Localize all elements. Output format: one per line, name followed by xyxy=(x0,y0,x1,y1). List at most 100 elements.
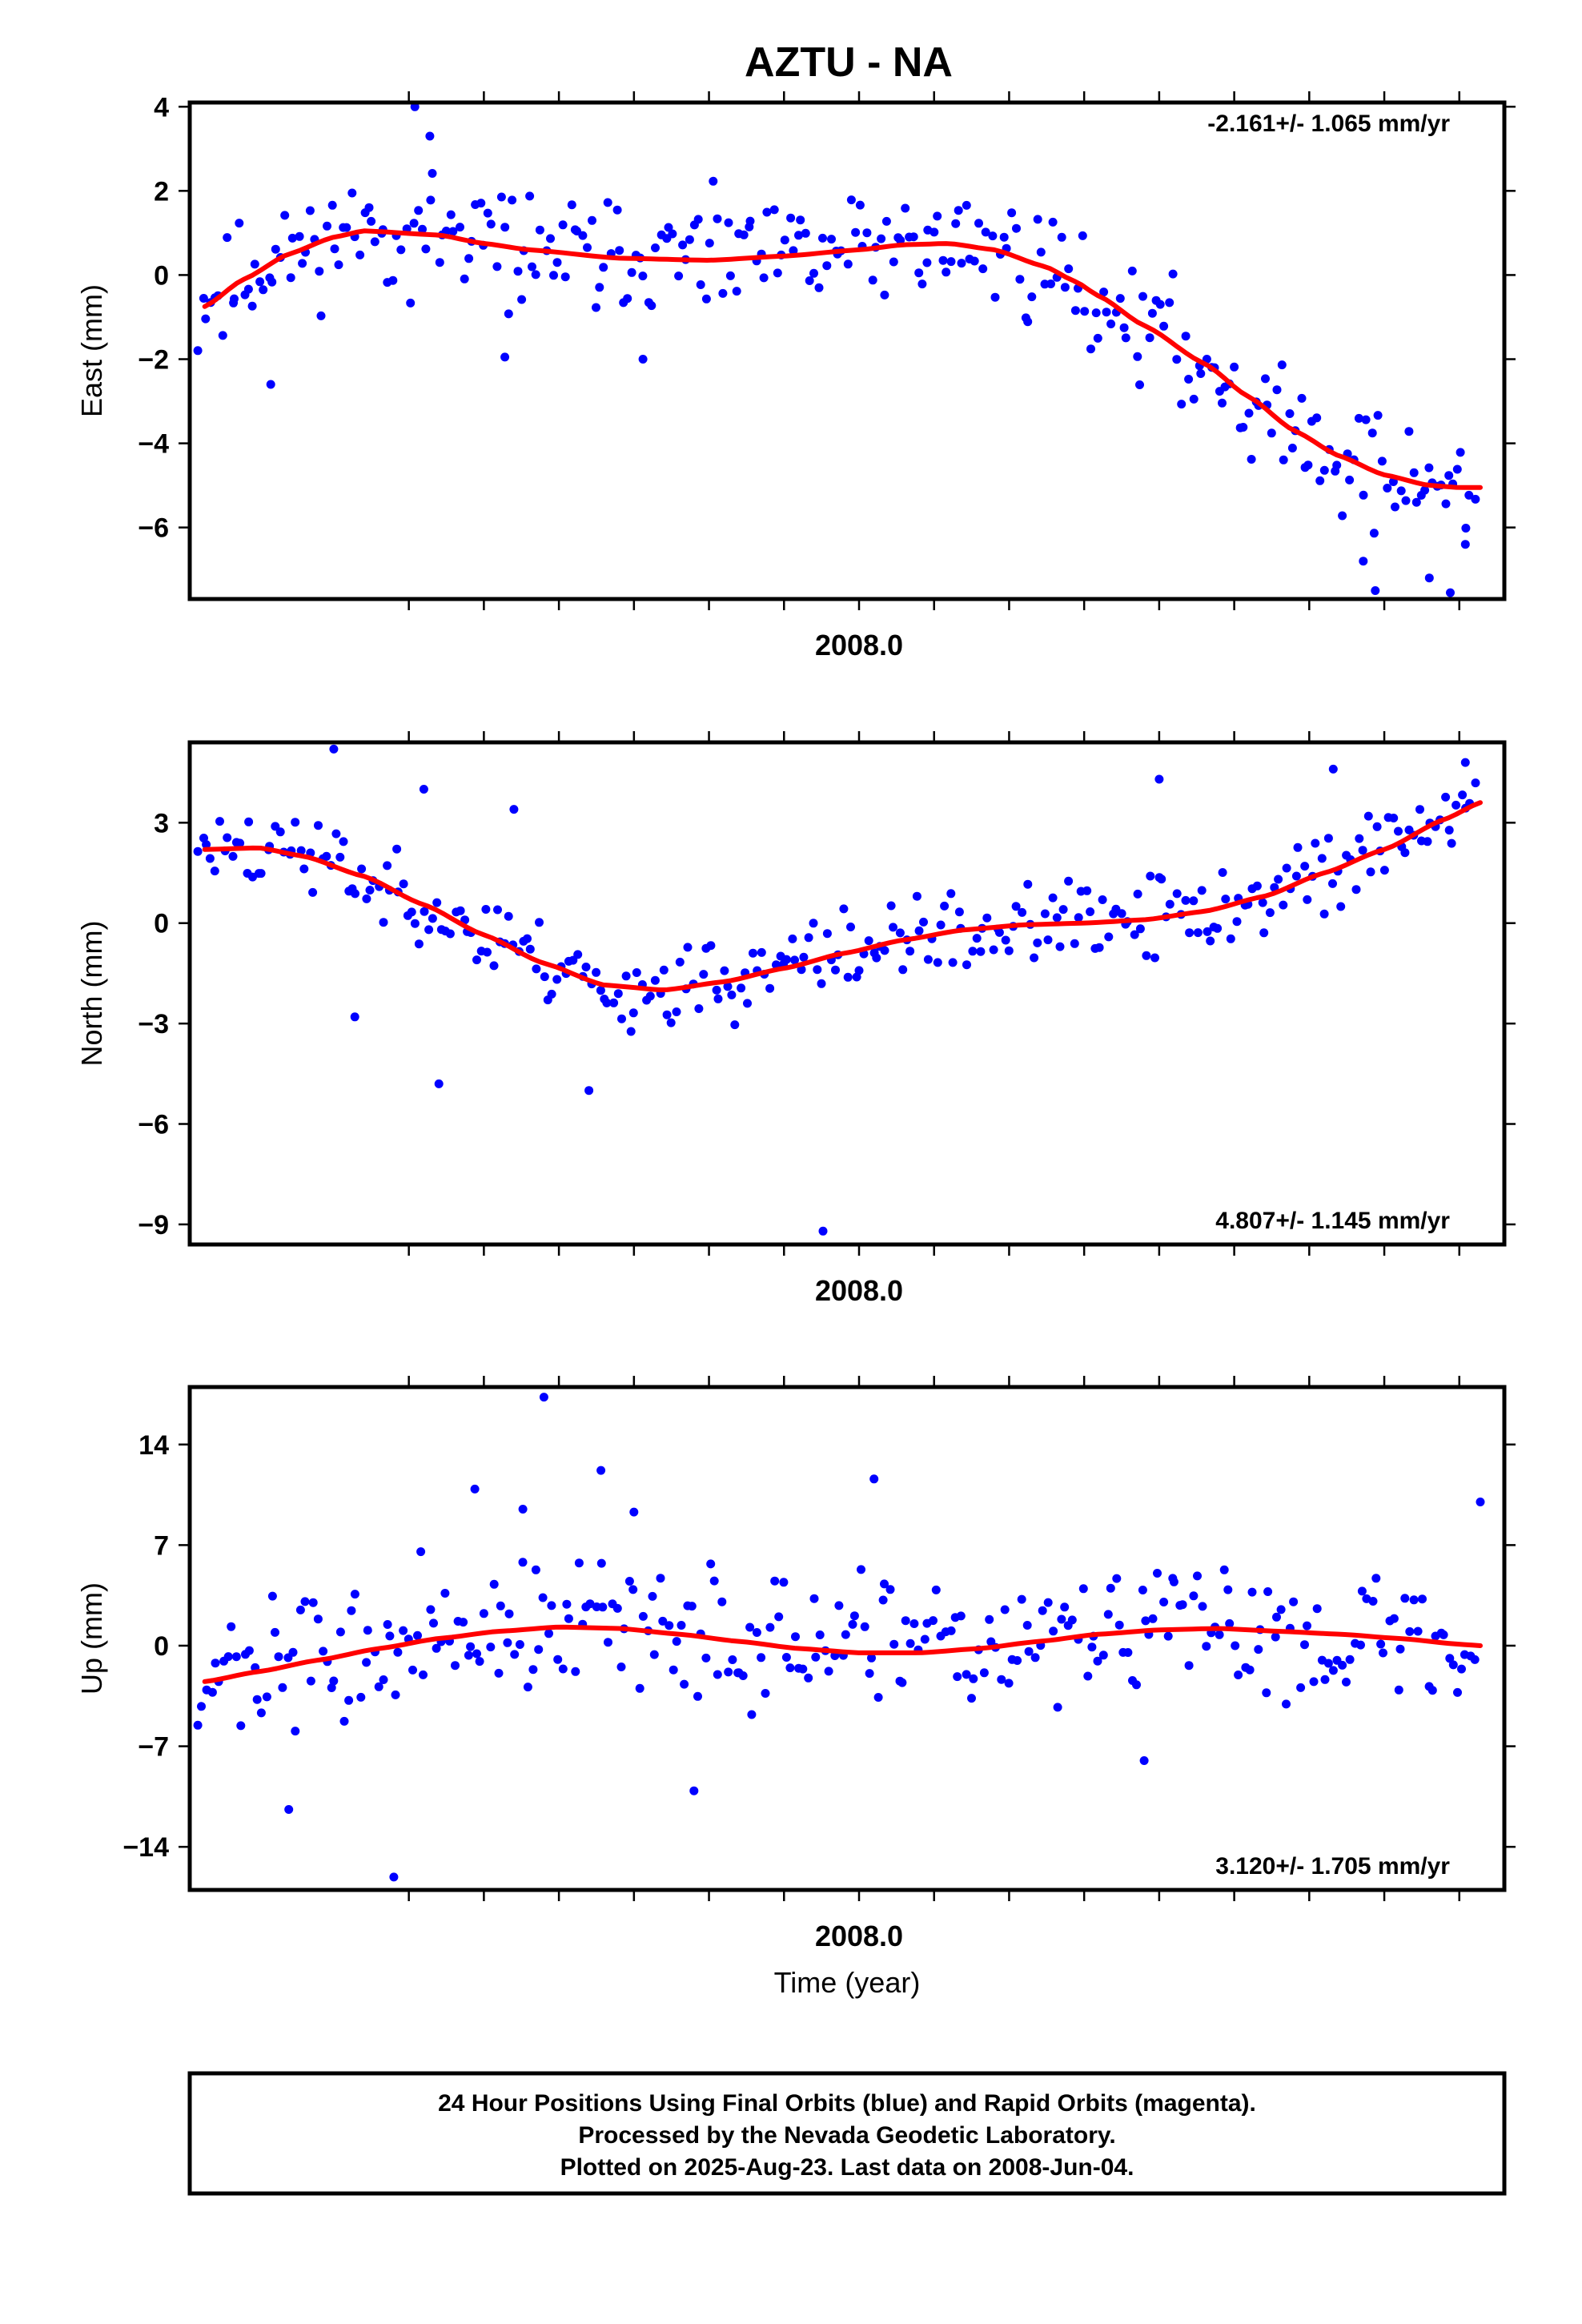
data-point xyxy=(1373,411,1383,420)
data-point xyxy=(1189,1591,1199,1601)
data-point-outlier xyxy=(818,1226,828,1236)
data-point xyxy=(1163,1631,1173,1641)
data-point xyxy=(693,1691,702,1701)
data-point xyxy=(854,966,864,975)
data-point xyxy=(1445,1654,1455,1663)
data-point xyxy=(1244,408,1254,418)
data-point xyxy=(534,1645,544,1655)
data-point xyxy=(1165,298,1174,308)
data-point xyxy=(732,287,741,296)
data-point xyxy=(1168,269,1178,279)
data-point xyxy=(460,274,469,283)
data-point xyxy=(1363,811,1373,821)
rate-label: 4.807+/- 1.145 mm/yr xyxy=(1215,1208,1450,1234)
data-point xyxy=(367,216,376,226)
data-point xyxy=(364,203,374,212)
data-point xyxy=(420,907,429,916)
data-point xyxy=(617,1014,626,1023)
data-point xyxy=(513,267,523,276)
data-point xyxy=(936,920,946,930)
data-point xyxy=(770,1576,780,1586)
data-point xyxy=(243,284,253,294)
data-point xyxy=(967,1694,976,1703)
data-point xyxy=(743,999,752,1008)
data-point xyxy=(962,960,971,970)
data-point xyxy=(451,1661,460,1671)
data-point xyxy=(1458,790,1468,800)
data-point xyxy=(535,225,544,235)
data-point xyxy=(1453,1687,1462,1697)
data-point xyxy=(1142,951,1151,960)
data-point xyxy=(1277,360,1287,370)
data-point xyxy=(872,953,881,963)
data-point xyxy=(922,258,932,267)
data-point xyxy=(383,861,392,870)
data-point xyxy=(193,1720,203,1730)
y-axis-label: Up (mm) xyxy=(75,1582,108,1695)
data-point xyxy=(999,232,1009,242)
data-point xyxy=(796,215,805,225)
data-point xyxy=(319,1647,328,1656)
data-point xyxy=(1206,936,1215,946)
data-point xyxy=(342,223,351,232)
data-point xyxy=(1193,928,1203,938)
data-point xyxy=(296,846,306,855)
data-point xyxy=(1181,895,1191,905)
data-point xyxy=(948,958,958,967)
data-point xyxy=(860,1622,869,1631)
data-point xyxy=(1083,1671,1093,1681)
data-point xyxy=(1470,1655,1480,1664)
data-point xyxy=(666,1018,676,1027)
data-point xyxy=(595,283,604,292)
y-tick-label: −4 xyxy=(138,429,169,460)
data-point xyxy=(602,998,612,1007)
data-point xyxy=(201,314,211,324)
data-point xyxy=(1239,423,1248,432)
data-point xyxy=(827,235,836,244)
data-point xyxy=(1000,1605,1010,1614)
data-point xyxy=(1413,1626,1423,1636)
data-point xyxy=(230,294,239,304)
data-point-outlier xyxy=(584,1086,594,1096)
data-point xyxy=(1115,294,1125,304)
data-point xyxy=(193,846,203,856)
data-point xyxy=(1048,893,1058,903)
data-point xyxy=(598,1602,608,1612)
data-point xyxy=(1274,875,1283,884)
data-points xyxy=(193,744,1480,1236)
data-point xyxy=(1219,1565,1229,1574)
data-point xyxy=(1004,946,1014,955)
data-point xyxy=(1409,468,1419,477)
data-point xyxy=(1441,792,1451,802)
data-point xyxy=(1030,953,1039,963)
data-point xyxy=(1371,1574,1381,1583)
data-point xyxy=(1087,1642,1097,1652)
data-point xyxy=(504,1609,514,1618)
data-point xyxy=(762,207,772,217)
data-point xyxy=(1420,485,1430,495)
data-point xyxy=(1058,905,1068,915)
data-points xyxy=(193,1393,1485,1882)
data-point xyxy=(724,218,733,227)
data-point xyxy=(1338,511,1347,521)
data-point xyxy=(687,1602,697,1611)
data-point xyxy=(1067,1615,1077,1625)
data-point xyxy=(889,1639,899,1649)
data-point-outlier xyxy=(389,1872,399,1882)
data-point xyxy=(1342,1677,1351,1687)
data-point xyxy=(1184,1661,1194,1671)
data-point xyxy=(1146,871,1155,881)
data-point xyxy=(1279,900,1288,910)
data-point xyxy=(1013,1656,1022,1665)
data-point xyxy=(546,234,555,243)
data-point xyxy=(1389,1614,1399,1623)
data-point xyxy=(295,1605,305,1614)
data-point xyxy=(774,1612,784,1622)
data-point xyxy=(1317,854,1327,863)
data-point xyxy=(391,1690,400,1699)
data-point xyxy=(1444,471,1454,480)
data-point xyxy=(218,331,227,340)
data-point xyxy=(809,1594,819,1603)
data-point xyxy=(1452,800,1461,810)
data-point xyxy=(976,947,986,956)
